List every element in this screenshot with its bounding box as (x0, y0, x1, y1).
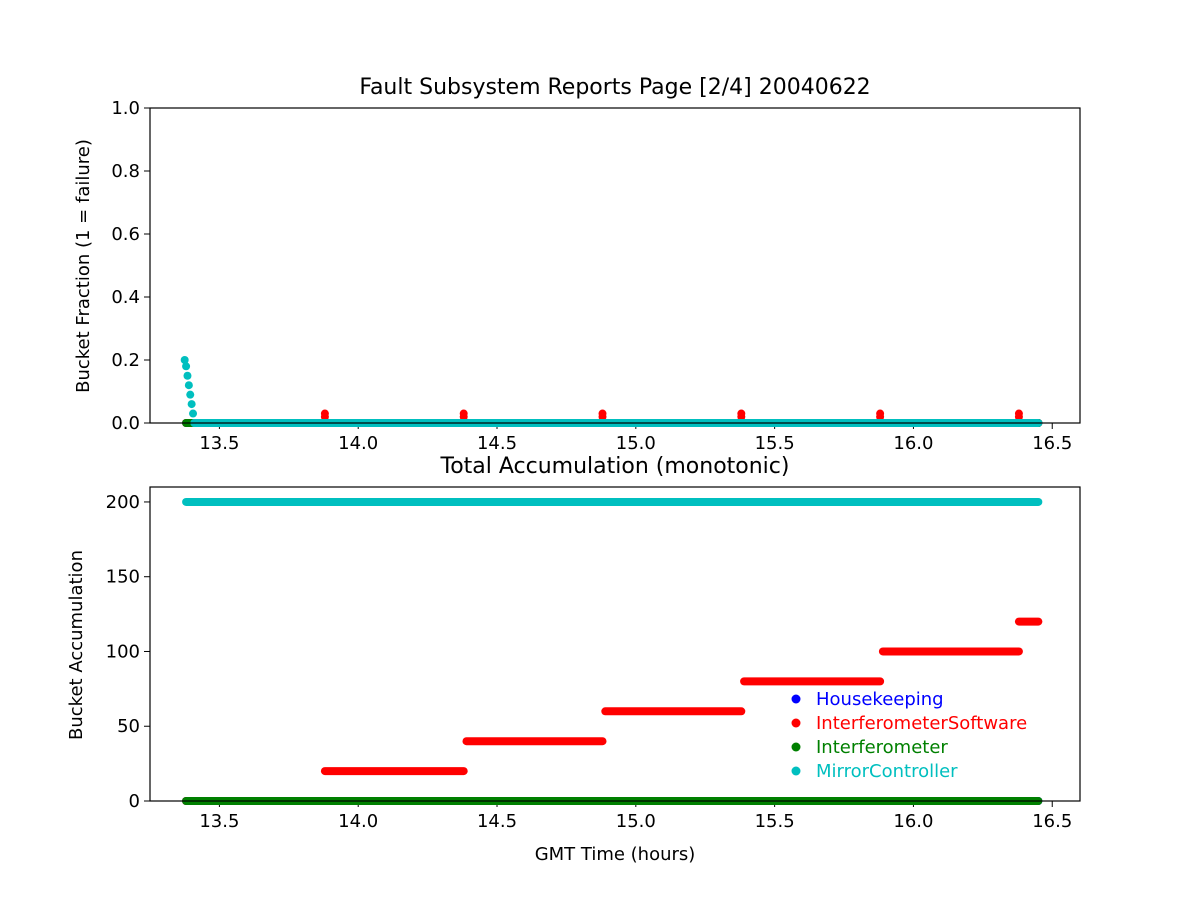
fraction-chart-title: Fault Subsystem Reports Page [2/4] 20040… (359, 75, 870, 100)
fraction-y-tick-label: 0.0 (111, 413, 140, 434)
fraction-interferometer-software-point (876, 409, 885, 418)
accumulation-x-axis-label: GMT Time (hours) (535, 844, 696, 865)
fraction-y-tick-label: 1.0 (111, 98, 140, 119)
legend-marker-interferometer (791, 742, 801, 752)
accumulation-ticks: 13.5 14.0 14.5 15.0 15.5 16.0 16.5 0 50 100 150 200 (106, 492, 1073, 832)
legend-marker-mirror-controller (791, 766, 801, 776)
fraction-mirror-controller-point (186, 390, 195, 399)
accumulation-plot-frame (149, 486, 1081, 802)
fraction-mirror-controller-point (182, 362, 191, 371)
fraction-mirror-controller-point (189, 409, 198, 418)
fraction-interferometer-software-point (1014, 409, 1023, 418)
accumulation-chart-title: Total Accumulation (monotonic) (440, 454, 790, 479)
fraction-ticks: 13.5 14.0 14.5 15.0 15.5 16.0 16.5 0.0 0.2 0.4 0.6… (111, 98, 1072, 454)
fraction-y-tick-label: 0.4 (111, 287, 140, 308)
fraction-y-tick-label: 0.2 (111, 350, 140, 371)
fraction-mirror-controller-point (187, 400, 196, 409)
legend-marker-housekeeping (791, 694, 801, 704)
fraction-x-tick-label: 14.0 (338, 433, 378, 454)
accumulation-y-tick-label: 100 (106, 641, 140, 662)
accumulation-x-tick-label: 14.5 (477, 811, 517, 832)
legend-marker-interferometer-software (791, 718, 801, 728)
fraction-mirror-controller-point (184, 381, 193, 390)
accumulation-y-tick-label: 150 (106, 567, 140, 588)
fraction-x-tick-label: 15.5 (755, 433, 795, 454)
accumulation-x-tick-label: 15.5 (755, 811, 795, 832)
accumulation-x-tick-label: 13.5 (199, 811, 239, 832)
accumulation-y-axis-label: Bucket Accumulation (66, 550, 87, 740)
fraction-interferometer-software-point (320, 409, 329, 418)
legend-label-housekeeping: Housekeeping (816, 689, 944, 710)
accumulation-x-tick-label: 15.0 (616, 811, 656, 832)
legend-label-mirror-controller: MirrorController (816, 761, 958, 782)
fraction-x-tick-label: 16.5 (1032, 433, 1072, 454)
fraction-panel: Fault Subsystem Reports Page [2/4] 20040… (73, 75, 1081, 454)
fraction-plot-frame (149, 107, 1081, 424)
fraction-x-tick-label: 15.0 (616, 433, 656, 454)
fraction-mirror-controller-point (183, 371, 192, 380)
legend-label-interferometer-software: InterferometerSoftware (816, 713, 1027, 734)
accumulation-x-tick-label: 16.0 (893, 811, 933, 832)
legend: Housekeeping InterferometerSoftware Interf… (791, 689, 1027, 782)
accumulation-panel: Total Accumulation (monotonic) Bucket Ac… (66, 454, 1081, 865)
accumulation-y-tick-label: 0 (129, 791, 140, 812)
accumulation-y-tick-label: 200 (106, 492, 140, 513)
fraction-interferometer-software-point (598, 409, 607, 418)
fraction-x-tick-label: 13.5 (199, 433, 239, 454)
accumulation-y-tick-label: 50 (117, 716, 140, 737)
fraction-mirror-controller-point (180, 356, 189, 364)
accumulation-x-tick-label: 14.0 (338, 811, 378, 832)
legend-label-interferometer: Interferometer (816, 737, 948, 758)
fraction-x-tick-label: 14.5 (477, 433, 517, 454)
fraction-y-tick-label: 0.8 (111, 161, 140, 182)
fraction-interferometer-software-point (737, 409, 746, 418)
fraction-y-axis-label: Bucket Fraction (1 = failure) (73, 139, 94, 393)
accumulation-x-tick-label: 16.5 (1032, 811, 1072, 832)
fraction-x-tick-label: 16.0 (893, 433, 933, 454)
fraction-y-tick-label: 0.6 (111, 224, 140, 245)
fraction-interferometer-software-point (459, 409, 468, 418)
